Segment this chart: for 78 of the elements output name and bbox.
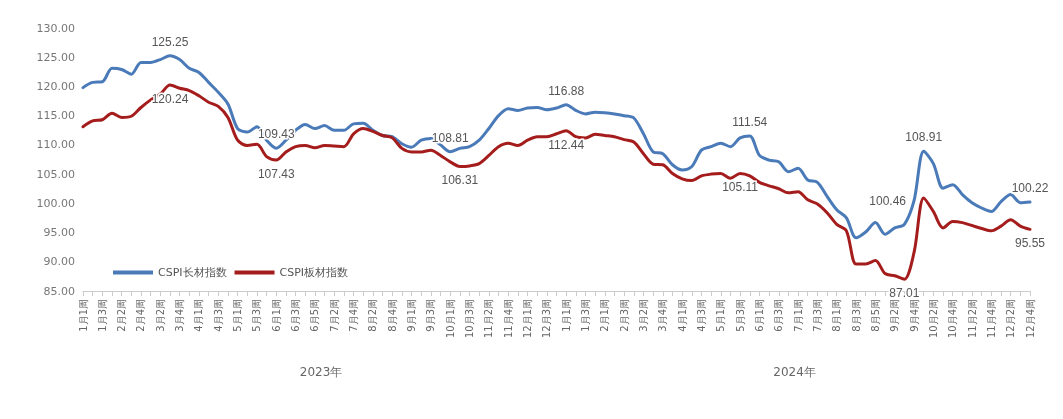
y-tick-label: 95.00 — [43, 226, 75, 240]
x-tick-label: 5月1周 — [715, 299, 727, 332]
x-tick-label: 11月2周 — [966, 299, 978, 339]
x-tick-label: 3月4周 — [657, 299, 669, 332]
data-label: 87.01 — [889, 286, 920, 301]
x-tick-label: 7月3周 — [811, 299, 823, 332]
x-tick-label: 8月4周 — [386, 299, 398, 332]
x-tick-label: 3月4周 — [174, 299, 186, 332]
y-tick-label: 125.00 — [36, 50, 75, 64]
x-tick-label: 6月5周 — [309, 299, 321, 332]
x-tick-label: 6月1周 — [753, 299, 765, 332]
x-tick-label: 7月4周 — [348, 299, 360, 332]
x-tick-label: 2月2周 — [116, 299, 128, 332]
x-tick-label: 8月1周 — [831, 299, 843, 332]
y-tick-label: 105.00 — [36, 167, 75, 181]
data-label: 100.46 — [869, 193, 907, 208]
data-label: 106.31 — [441, 173, 479, 188]
x-tick-label: 12月4周 — [1024, 299, 1036, 339]
x-tick-label: 12月1周 — [522, 299, 534, 339]
x-tick-label: 3月2周 — [154, 299, 166, 332]
x-tick-label: 1月1周 — [560, 299, 572, 332]
x-tick-label: 8月3周 — [850, 299, 862, 332]
x-tick-label: 5月3周 — [734, 299, 746, 332]
y-tick-label: 100.00 — [36, 196, 75, 210]
x-tick-label: 6月3周 — [773, 299, 785, 332]
x-tick-label: 6月1周 — [270, 299, 282, 332]
x-tick-label: 2月4周 — [135, 299, 147, 332]
x-tick-label: 9月4周 — [908, 299, 920, 332]
y-tick-label: 120.00 — [36, 79, 75, 93]
data-label: 125.25 — [151, 34, 189, 49]
x-tick-label: 6月3周 — [290, 299, 302, 332]
data-label: 95.55 — [1014, 236, 1046, 251]
text: 2023年 — [299, 365, 343, 379]
x-tick-label: 8月2周 — [367, 299, 379, 332]
x-tick-label: 10月1周 — [444, 299, 456, 339]
data-label: 105.11 — [722, 180, 759, 195]
x-tick-label: 2月3周 — [618, 299, 630, 332]
data-label: 111.54 — [732, 114, 768, 129]
x-tick-label: 1月3周 — [96, 299, 108, 332]
x-tick-label: 10月4周 — [947, 299, 959, 339]
x-tick-label: 12月2周 — [1005, 299, 1017, 339]
data-label: 120.24 — [151, 92, 189, 107]
x-tick-label: 9月1周 — [406, 299, 418, 332]
y-tick-label: 110.00 — [36, 138, 75, 152]
x-tick-label: 10月2周 — [927, 299, 939, 339]
y-tick-label: 130.00 — [36, 21, 75, 35]
legend-label: CSPI长材指数 — [158, 266, 227, 279]
x-tick-label: 12月3周 — [541, 299, 553, 339]
x-tick-label: 8月5周 — [869, 299, 881, 332]
data-label: 112.44 — [548, 137, 585, 152]
y-tick-label: 115.00 — [36, 109, 75, 123]
x-tick-label: 7月1周 — [792, 299, 804, 332]
x-tick-label: 2月1周 — [599, 299, 611, 332]
x-tick-label: 9月3周 — [425, 299, 437, 332]
x-tick-label: 4月1周 — [193, 299, 205, 332]
x-tick-label: 11月4周 — [985, 299, 997, 339]
y-tick-label: 85.00 — [43, 284, 75, 298]
x-tick-label: 1月1周 — [77, 299, 89, 332]
x-tick-label: 4月1周 — [676, 299, 688, 332]
x-tick-label: 3月2周 — [637, 299, 649, 332]
x-tick-label: 11月2周 — [483, 299, 495, 339]
data-label: 108.91 — [905, 130, 943, 145]
x-tick-label: 10月3周 — [464, 299, 476, 339]
text: 2024年 — [773, 365, 816, 379]
data-label: 100.22 — [1011, 181, 1049, 196]
x-tick-label: 4月3周 — [212, 299, 224, 332]
x-tick-label: 11月4周 — [502, 299, 514, 339]
x-tick-label: 9月2周 — [889, 299, 901, 332]
x-tick-label: 5月3周 — [251, 299, 263, 332]
x-tick-label: 4月3周 — [695, 299, 707, 332]
x-tick-label: 5月1周 — [232, 299, 244, 332]
data-label: 107.43 — [257, 166, 295, 181]
x-tick-label: 7月2周 — [328, 299, 340, 332]
x-tick-label: 1月3周 — [579, 299, 591, 332]
legend-label: CSPI板材指数 — [279, 266, 349, 279]
y-tick-label: 90.00 — [43, 255, 75, 269]
data-label: 108.81 — [431, 130, 469, 145]
data-label: 116.88 — [548, 83, 585, 98]
